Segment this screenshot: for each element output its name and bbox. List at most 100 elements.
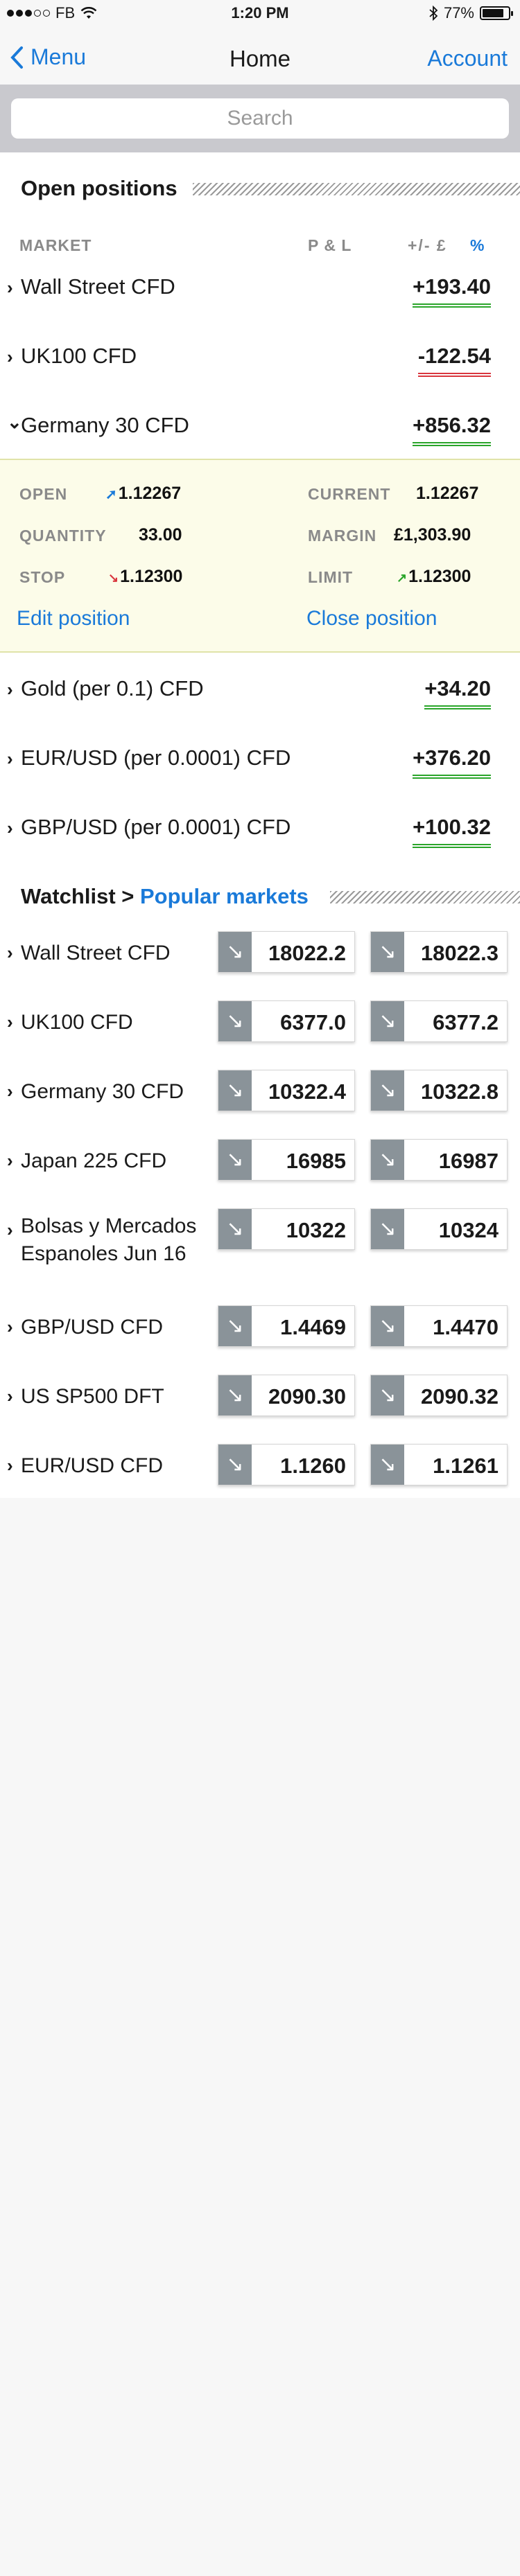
section-title: Open positions <box>21 176 177 200</box>
position-row[interactable]: › Wall Street CFD +193.40 <box>0 251 520 320</box>
buy-price: 10324 <box>438 1218 499 1242</box>
arrow-down-right-icon: ↘ <box>218 1070 252 1111</box>
watchlist-row[interactable]: › EUR/USD CFD ↘ 1.1260 ↘ 1.1261 <box>0 1429 520 1498</box>
battery-icon <box>480 6 513 20</box>
market-name: Japan 225 CFD <box>21 1149 167 1172</box>
carrier-signal: FB <box>7 4 97 22</box>
pl-value: +193.40 <box>413 274 491 308</box>
sell-price: 16985 <box>286 1149 346 1173</box>
chevron-down-icon: ⌄ <box>7 412 22 432</box>
buy-price-button[interactable]: ↘ 2090.32 <box>370 1375 508 1416</box>
arrow-up-right-icon: ➚ <box>105 487 117 502</box>
market-name: UK100 CFD <box>21 344 137 368</box>
buy-price-button[interactable]: ↘ 1.4470 <box>370 1305 508 1347</box>
chevron-left-icon <box>10 46 23 69</box>
buy-price-button[interactable]: ↘ 10324 <box>370 1208 508 1250</box>
sell-price-button[interactable]: ↘ 1.1260 <box>218 1444 355 1485</box>
sell-price: 10322 <box>286 1218 346 1242</box>
market-name: GBP/USD (per 0.0001) CFD <box>21 815 291 839</box>
percent-toggle[interactable]: % <box>470 236 485 254</box>
arrow-down-right-icon: ↘ <box>371 1001 404 1041</box>
position-row-expanded[interactable]: ⌄ Germany 30 CFD +856.32 <box>0 389 520 459</box>
position-details: OPEN ➚1.12267 CURRENT 1.12267 QUANTITY 3… <box>0 459 520 653</box>
status-bar: FB 1:20 PM 77% <box>0 0 520 28</box>
limit-value-text: 1.12300 <box>408 567 471 586</box>
close-position-link[interactable]: Close position <box>306 607 437 630</box>
arrow-down-right-icon: ↘ <box>218 1140 252 1180</box>
open-label: OPEN <box>19 485 68 503</box>
sell-price-button[interactable]: ↘ 1.4469 <box>218 1305 355 1347</box>
arrow-down-right-icon: ↘ <box>218 1001 252 1041</box>
position-row[interactable]: › GBP/USD (per 0.0001) CFD +100.32 <box>0 791 520 861</box>
menu-label: Menu <box>31 44 87 69</box>
sell-price-button[interactable]: ↘ 10322 <box>218 1208 355 1250</box>
chevron-right-icon: › <box>7 748 13 769</box>
market-name: EUR/USD (per 0.0001) CFD <box>21 746 291 770</box>
watchlist-row[interactable]: › Bolsas y Mercados Espanoles Jun 16 ↘ 10… <box>0 1193 520 1290</box>
search-input[interactable]: Search <box>11 98 509 139</box>
account-button[interactable]: Account <box>427 46 508 71</box>
chevron-right-icon: › <box>7 346 13 367</box>
market-name: Wall Street CFD <box>21 274 175 299</box>
sell-price-button[interactable]: ↘ 16985 <box>218 1139 355 1181</box>
open-value: ➚1.12267 <box>105 484 181 504</box>
chevron-right-icon: › <box>7 1219 13 1240</box>
sell-price-button[interactable]: ↘ 6377.0 <box>218 1000 355 1042</box>
navigation-bar: Menu Home Account <box>0 28 520 85</box>
stop-value-text: 1.12300 <box>120 567 183 586</box>
buy-price-button[interactable]: ↘ 6377.2 <box>370 1000 508 1042</box>
menu-button[interactable]: Menu <box>10 44 86 70</box>
arrow-down-right-icon: ↘ <box>371 932 404 972</box>
pl-value: +34.20 <box>424 676 491 709</box>
chevron-right-icon: › <box>7 1455 13 1476</box>
market-name: US SP500 DFT <box>21 1385 164 1408</box>
buy-price-button[interactable]: ↘ 10322.8 <box>370 1070 508 1111</box>
edit-position-link[interactable]: Edit position <box>17 607 130 630</box>
sell-price: 18022.2 <box>268 941 346 965</box>
arrow-down-right-icon: ↘ <box>218 1209 252 1249</box>
hatch-divider <box>193 183 520 195</box>
bluetooth-icon <box>429 6 438 21</box>
chevron-right-icon: › <box>7 679 13 700</box>
arrow-down-right-icon: ↘ <box>371 1209 404 1249</box>
sell-price-button[interactable]: ↘ 18022.2 <box>218 931 355 973</box>
market-name: Germany 30 CFD <box>21 413 189 437</box>
buy-price-button[interactable]: ↘ 16987 <box>370 1139 508 1181</box>
watchlist-title: Watchlist > Popular markets <box>21 884 309 909</box>
watchlist-row[interactable]: › UK100 CFD ↘ 6377.0 ↘ 6377.2 <box>0 985 520 1055</box>
watchlist-row[interactable]: › GBP/USD CFD ↘ 1.4469 ↘ 1.4470 <box>0 1290 520 1359</box>
position-row[interactable]: › EUR/USD (per 0.0001) CFD +376.20 <box>0 722 520 791</box>
arrow-down-right-icon: ↘ <box>218 1306 252 1346</box>
chevron-right-icon: › <box>7 818 13 838</box>
sell-price-button[interactable]: ↘ 2090.30 <box>218 1375 355 1416</box>
popular-markets-link[interactable]: Popular markets <box>139 884 309 908</box>
watchlist-row[interactable]: › Wall Street CFD ↘ 18022.2 ↘ 18022.3 <box>0 916 520 985</box>
status-right: 77% <box>428 4 513 22</box>
margin-label: MARGIN <box>308 527 377 545</box>
current-label: CURRENT <box>308 485 391 503</box>
sell-price: 2090.30 <box>268 1384 346 1409</box>
pl-value: -122.54 <box>417 344 491 377</box>
market-name: Germany 30 CFD <box>21 1080 184 1103</box>
watchlist-row[interactable]: › Germany 30 CFD ↘ 10322.4 ↘ 10322.8 <box>0 1055 520 1124</box>
search-bar: Search <box>0 85 520 152</box>
sell-price-button[interactable]: ↘ 10322.4 <box>218 1070 355 1111</box>
watchlist-row[interactable]: › Japan 225 CFD ↘ 16985 ↘ 16987 <box>0 1124 520 1193</box>
stop-label: STOP <box>19 568 66 586</box>
position-row[interactable]: › UK100 CFD -122.54 <box>0 320 520 389</box>
sell-price: 10322.4 <box>268 1079 346 1104</box>
watchlist-label: Watchlist > <box>21 884 135 908</box>
arrow-down-right-icon: ↘ <box>218 1445 252 1485</box>
position-row[interactable]: › Gold (per 0.1) CFD +34.20 <box>0 653 520 722</box>
buy-price-button[interactable]: ↘ 18022.3 <box>370 931 508 973</box>
stop-arrow-icon: ↘ <box>108 571 119 585</box>
chevron-right-icon: › <box>7 1386 13 1406</box>
buy-price: 1.1261 <box>433 1454 499 1478</box>
buy-price: 10322.8 <box>420 1079 499 1104</box>
battery-percent: 77% <box>443 4 474 21</box>
sell-price: 1.4469 <box>280 1315 346 1339</box>
arrow-down-right-icon: ↘ <box>218 1375 252 1415</box>
buy-price-button[interactable]: ↘ 1.1261 <box>370 1444 508 1485</box>
watchlist-row[interactable]: › US SP500 DFT ↘ 2090.30 ↘ 2090.32 <box>0 1359 520 1429</box>
arrow-down-right-icon: ↘ <box>371 1306 404 1346</box>
